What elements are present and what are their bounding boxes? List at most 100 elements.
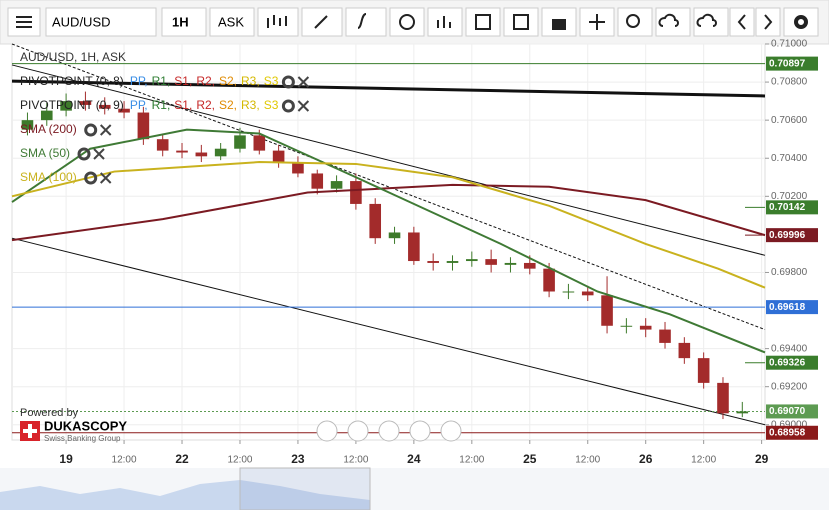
pivot-item: R2, — [196, 98, 215, 112]
candle-body — [620, 325, 633, 327]
symbol-box[interactable] — [45, 7, 157, 37]
candle-body — [639, 325, 652, 330]
x-tick-label: 12:00 — [459, 455, 484, 466]
price-label: 0.69618 — [769, 302, 806, 313]
x-tick-label: 24 — [407, 452, 421, 466]
candle-body — [21, 120, 34, 130]
candle-body — [311, 173, 324, 189]
candle-body — [543, 268, 555, 292]
x-tick-label: 12:00 — [575, 455, 600, 466]
side[interactable]: ASK — [218, 14, 244, 29]
period[interactable]: 1H — [172, 14, 189, 29]
pivot-item: R2, — [196, 74, 215, 88]
trend-line — [11, 79, 766, 98]
instrument-label: AUD/USD, 1H, ASK — [20, 50, 126, 64]
candle-body — [272, 150, 285, 163]
close-icon[interactable] — [297, 100, 310, 112]
pivot-item: S3 — [264, 98, 279, 112]
candle-body — [195, 152, 208, 157]
candle-body — [504, 262, 517, 265]
candle-body — [523, 262, 536, 269]
candle-body — [156, 139, 169, 151]
price-label-bg — [766, 200, 818, 215]
pivot-item: R3, — [241, 98, 260, 112]
settings-icon[interactable] — [84, 123, 98, 137]
branding: Powered by DUKASCOPY Swiss Banking Group — [20, 407, 127, 443]
brand-tagline: Swiss Banking Group — [44, 434, 121, 443]
x-tick-label: 26 — [639, 452, 653, 466]
candle-body — [214, 148, 227, 157]
x-tick-label: 23 — [291, 452, 305, 466]
navigator-window[interactable] — [239, 467, 371, 511]
settings-icon[interactable] — [281, 75, 295, 89]
candle-body — [581, 291, 594, 296]
trend-line — [11, 64, 766, 256]
candle-body — [350, 181, 362, 204]
x-tick-label: 29 — [755, 452, 769, 466]
tool-buttons[interactable] — [257, 7, 819, 37]
y-tick-label: 0.69000 — [771, 419, 808, 430]
side-box[interactable] — [209, 7, 255, 37]
y-tick-label: 0.70800 — [771, 77, 808, 88]
price-label-bg — [766, 425, 818, 440]
candle-body — [659, 329, 671, 343]
x-tick-label: 25 — [523, 452, 537, 466]
price-label-bg — [766, 300, 818, 315]
legend: AUD/USD, 1H, ASK — [20, 50, 126, 64]
candle-body — [697, 358, 710, 383]
x-tick-label: 12:00 — [227, 455, 252, 466]
candle-body — [717, 382, 729, 414]
candle-body — [408, 232, 420, 262]
settings-icon[interactable] — [84, 171, 98, 185]
candle-body — [562, 291, 575, 293]
y-tick-label: 0.69200 — [771, 381, 808, 392]
settings-icon[interactable] — [281, 99, 295, 113]
close-icon[interactable] — [297, 76, 310, 88]
price-label-bg — [766, 228, 818, 243]
candle-body — [176, 150, 188, 153]
x-tick-label: 12:00 — [691, 455, 716, 466]
pivot-item: PP, — [130, 74, 148, 88]
navigator-area — [0, 480, 370, 510]
price-label: 0.70897 — [769, 58, 806, 69]
price-label: 0.70142 — [769, 202, 806, 213]
pivot-item: R1, — [152, 74, 171, 88]
candle-body — [485, 259, 497, 265]
candle-body — [60, 101, 72, 111]
pivot-item: S1, — [174, 74, 192, 88]
sma-line — [11, 161, 766, 289]
pivot-item: S3 — [264, 74, 279, 88]
navigation-buttons[interactable] — [316, 420, 462, 442]
candle-body — [79, 101, 92, 105]
pivot-item: S2, — [219, 74, 237, 88]
x-tick-label: 12:00 — [112, 455, 137, 466]
x-tick-label: 22 — [175, 452, 189, 466]
candle-body — [601, 295, 613, 326]
legend-entry: SMA (50) — [20, 146, 70, 160]
axes: 0.71000 0.70800 0.70600 0.70400 0.70200 0.698… — [59, 39, 818, 466]
candle-body — [466, 259, 478, 262]
trend-line — [11, 237, 766, 426]
settings-icon[interactable] — [77, 147, 91, 161]
candle-body — [388, 232, 401, 239]
pivot-title: PIVOTPOINT (0, 9) — [20, 98, 124, 112]
legend-entry: SMA (200) — [20, 122, 77, 136]
y-tick-label: 0.69400 — [771, 343, 808, 354]
candle-body — [446, 261, 459, 263]
close-icon[interactable] — [93, 148, 105, 160]
candle-body — [253, 135, 266, 151]
price-label: 0.69070 — [769, 406, 806, 417]
sma-line — [11, 128, 766, 354]
menu-button[interactable] — [7, 7, 41, 37]
close-icon[interactable] — [99, 172, 112, 184]
sma-line — [11, 183, 766, 242]
pivot-item: PP, — [130, 98, 148, 112]
candle-body — [98, 104, 111, 109]
pivot-item: S1, — [174, 98, 192, 112]
close-icon[interactable] — [99, 124, 112, 136]
candle-body — [118, 108, 130, 113]
symbol[interactable]: AUD/USD — [52, 14, 111, 29]
period-box[interactable] — [161, 7, 207, 37]
pivot-item: R3, — [241, 74, 260, 88]
plot-area — [11, 43, 766, 441]
